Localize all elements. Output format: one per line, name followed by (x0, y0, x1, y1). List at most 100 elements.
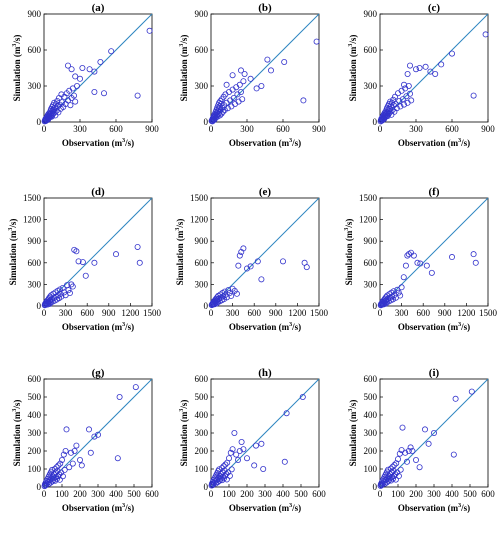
panel-d-point (66, 290, 73, 297)
panel-b-point (230, 95, 237, 102)
panel-f-point (410, 252, 417, 259)
panel-b-xtick-label: 300 (240, 124, 254, 134)
panel-g-ytick-label: 600 (28, 374, 42, 384)
panel-f-point (470, 251, 477, 258)
panel-e-ytick-label: 600 (195, 258, 209, 268)
panel-f-xtick-label: 900 (438, 308, 452, 318)
panel-e-point (247, 263, 254, 270)
panel-e-ytick-label: 900 (195, 236, 209, 246)
panel-b-point (218, 110, 225, 117)
panel-c-point (432, 71, 439, 78)
panel-f-xtick-label: 1200 (457, 308, 476, 318)
panel-a-xtick-label: 300 (73, 124, 87, 134)
panel-h-point (227, 449, 234, 456)
panel-h-point (283, 410, 290, 417)
panel-g-point (66, 464, 73, 471)
panel-h-xtick-label: 400 (276, 489, 290, 499)
panel-g-xtick-label: 300 (91, 489, 105, 499)
panel-i-point (403, 458, 410, 465)
panel-h-ylabel: Simulation (m3/s) (179, 400, 189, 467)
panel-c-point (404, 71, 411, 78)
panel-h-point (243, 455, 250, 462)
panel-e-xtick-label: 300 (226, 308, 240, 318)
panel-g-ytick-label: 0 (37, 482, 42, 492)
panel-i-point (409, 447, 416, 454)
panel-c-point (470, 92, 477, 99)
panel-g-xlabel: Observation (m3/s) (62, 503, 134, 513)
panel-g-point (56, 476, 63, 483)
panel-i-point (407, 444, 414, 451)
panel-g-ytick-label: 200 (28, 446, 42, 456)
panel-e-ytick-label: 0 (204, 301, 209, 311)
panel-b-ytick-label: 600 (195, 45, 209, 55)
panel-i-point (397, 466, 404, 473)
panel-d-xlabel: Observation (m3/s) (62, 322, 134, 332)
panel-f-frame (379, 197, 489, 307)
panel-a-point (72, 98, 79, 105)
panel-a-point (67, 102, 74, 109)
panel-i-point (395, 473, 402, 480)
panel-f-ytick-label: 1500 (359, 193, 378, 203)
panel-e-frame (210, 197, 320, 307)
panel-b-point (237, 89, 244, 96)
panel-f-xtick-label: 1500 (479, 308, 498, 318)
panel-d-ytick-label: 1500 (23, 193, 42, 203)
panel-f-title: (f) (429, 186, 440, 198)
panel-i-ytick-label: 500 (364, 392, 378, 402)
panel-g-title: (g) (92, 367, 105, 379)
panel-c-frame (379, 13, 489, 123)
panel-d-ytick-label: 900 (28, 236, 42, 246)
panel-d-xtick-label: 300 (59, 308, 73, 318)
panel-a-point (79, 65, 86, 72)
panel-i-point (389, 463, 396, 470)
panel-f-ytick-label: 0 (373, 301, 378, 311)
panel-a-point (146, 27, 153, 34)
panel-a-point (97, 59, 104, 66)
panel-c-point (392, 101, 399, 108)
panel-f-point (417, 260, 424, 267)
panel-b-point (241, 71, 248, 78)
panel-b-ytick-label: 0 (204, 117, 209, 127)
panel-c-xlabel: Observation (m3/s) (398, 138, 470, 148)
panel-e-point (229, 285, 236, 292)
panel-d-point (82, 272, 89, 279)
panel-g-point (91, 433, 98, 440)
panel-a-point (91, 68, 98, 75)
panel-e-reference-line (210, 197, 320, 307)
panel-h-point (252, 442, 259, 449)
panel-d-xtick-label: 1500 (143, 308, 162, 318)
panel-h-point (231, 429, 238, 436)
panel-h-title: (h) (258, 367, 272, 379)
panel-e-point (235, 262, 242, 269)
panel-i-point (430, 429, 437, 436)
panel-f-xtick-label: 600 (416, 308, 430, 318)
panel-d-xtick-label: 0 (42, 308, 47, 318)
panel-i-point (392, 476, 399, 483)
panel-d-frame (43, 197, 153, 307)
panel-h-xlabel: Observation (m3/s) (229, 503, 301, 513)
panel-a-ytick-label: 900 (28, 9, 42, 19)
panel-g-ytick-label: 300 (28, 428, 42, 438)
panel-c-point (482, 31, 489, 38)
panel-g-point (69, 460, 76, 467)
panel-d-point (79, 259, 86, 266)
panel-c-point (391, 93, 398, 100)
panel-g-ytick-label: 400 (28, 410, 42, 420)
panel-h-ytick-label: 500 (195, 392, 209, 402)
panel-b-point (236, 81, 243, 88)
panel-d-point (56, 286, 63, 293)
panel-d-point (58, 293, 65, 300)
panel-h-point (229, 446, 236, 453)
panel-d-ytick-label: 600 (28, 258, 42, 268)
panel-h-point (222, 461, 229, 468)
panel-g-xtick-label: 500 (127, 489, 141, 499)
panel-a-point (51, 104, 58, 111)
panel-d-ytick-label: 0 (37, 301, 42, 311)
panel-a-point (108, 48, 115, 55)
panel-f-ytick-label: 1200 (359, 215, 378, 225)
panel-c-point (387, 103, 394, 110)
panel-f-xlabel: Observation (m3/s) (398, 322, 470, 332)
panel-f-ytick-label: 300 (364, 279, 378, 289)
panel-d-point (113, 251, 120, 258)
panel-c-point (412, 66, 419, 73)
